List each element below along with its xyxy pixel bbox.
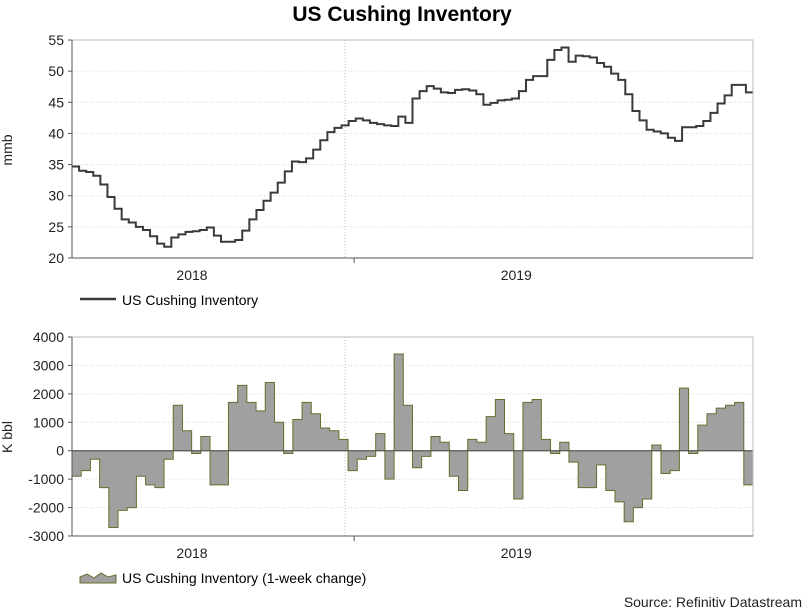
change-series-area [71, 353, 754, 528]
change-legend-label: US Cushing Inventory (1-week change) [122, 570, 366, 586]
level-legend-label: US Cushing Inventory [122, 292, 258, 308]
change-y-tick-label: -1000 [28, 471, 64, 487]
change-y-tick-label: -2000 [28, 500, 64, 516]
level-plot-frame [71, 39, 754, 259]
level-legend: US Cushing Inventory [80, 292, 258, 308]
level-y-tick-label: 55 [48, 32, 64, 48]
change-y-axis-label: K bbl [0, 421, 15, 453]
change-y-tick-label: 4000 [33, 329, 64, 345]
change-legend-swatch [79, 572, 117, 584]
level-y-tick-label: 30 [48, 188, 64, 204]
level-series-line [72, 46, 753, 248]
level-y-tick-label: 40 [48, 125, 64, 141]
level-chart: 20 25 30 35 40 45 50 55 2018 2019 mmb US Cushing… [0, 32, 754, 308]
change-y-tick-label: -3000 [28, 528, 64, 544]
change-legend: US Cushing Inventory (1-week change) [79, 570, 366, 586]
level-y-axis-label: mmb [0, 134, 15, 165]
change-y-tick-label: 1000 [33, 414, 64, 430]
level-x-tick-label: 2018 [176, 267, 207, 283]
level-y-tick-label: 35 [48, 157, 64, 173]
change-x-ticks: 2018 2019 [176, 536, 532, 561]
level-x-ticks: 2018 2019 [176, 258, 532, 283]
change-y-tick-label: 3000 [33, 357, 64, 373]
change-y-ticks: -3000 -2000 -1000 0 1000 2000 3000 4000 [28, 329, 72, 544]
level-x-tick-label: 2019 [501, 267, 532, 283]
level-y-tick-label: 50 [48, 63, 64, 79]
change-x-tick-label: 2018 [176, 545, 207, 561]
level-y-tick-label: 20 [48, 250, 64, 266]
change-x-tick-label: 2019 [501, 545, 532, 561]
level-y-tick-label: 45 [48, 94, 64, 110]
change-y-tick-label: 0 [56, 443, 64, 459]
chart-title: US Cushing Inventory [292, 3, 512, 26]
level-y-ticks: 20 25 30 35 40 45 50 55 [48, 32, 72, 266]
source-note: Source: Refinitiv Datastream [624, 594, 802, 610]
change-y-tick-label: 2000 [33, 386, 64, 402]
level-y-tick-label: 25 [48, 219, 64, 235]
level-gridlines [72, 39, 753, 259]
